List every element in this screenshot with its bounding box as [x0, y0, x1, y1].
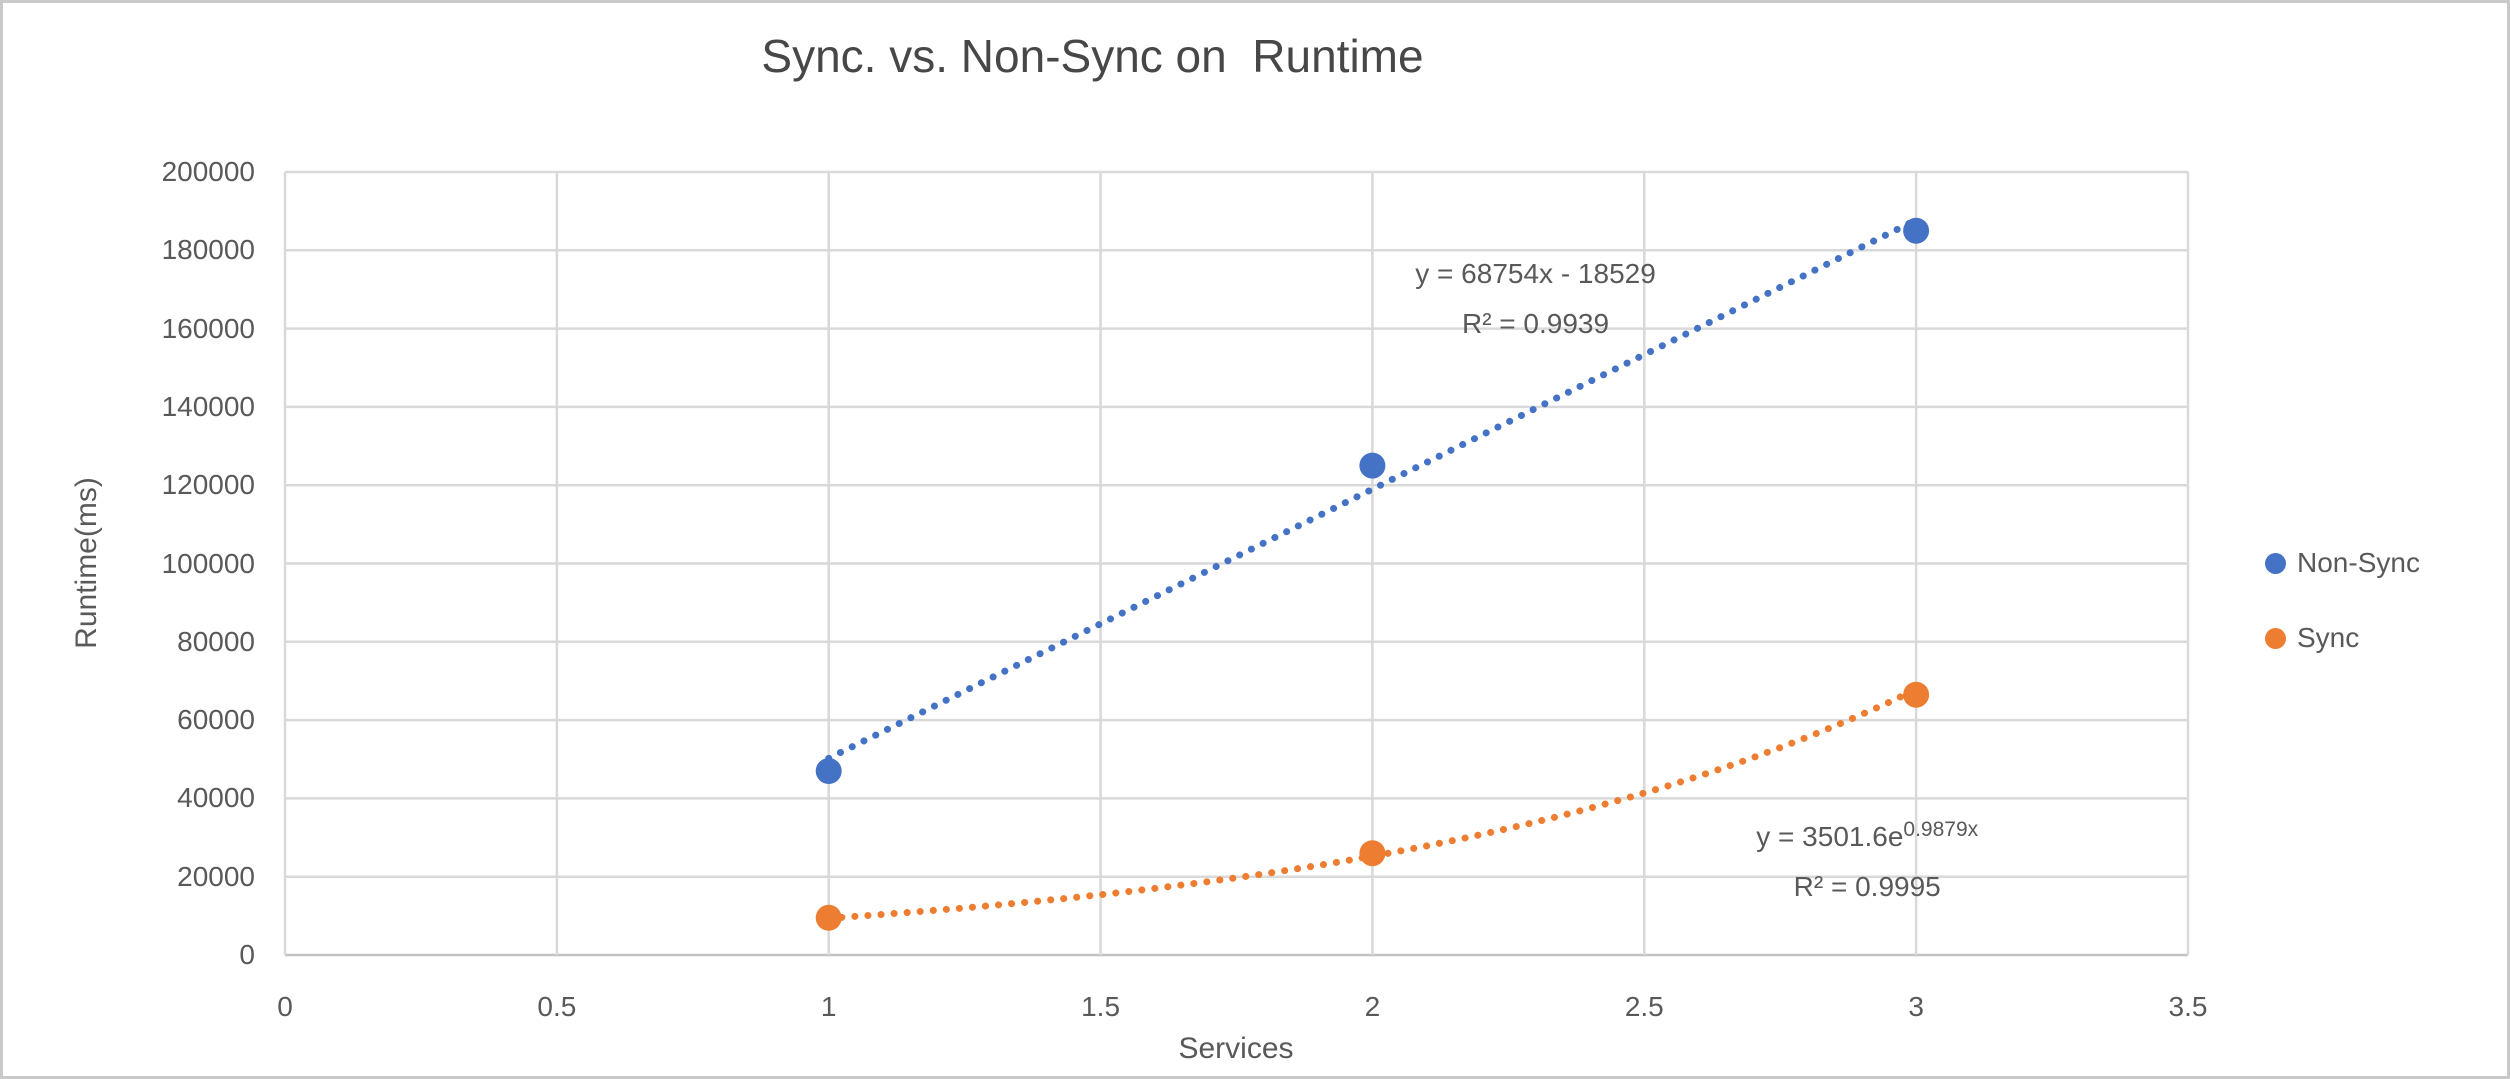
- x-tick-label: 2.5: [1624, 991, 1664, 1022]
- y-tick-label: 160000: [161, 312, 255, 344]
- legend-label: Non-Sync: [2297, 547, 2420, 578]
- data-point-sync-3[interactable]: [1903, 681, 1930, 708]
- data-point-non-sync-1[interactable]: [815, 758, 842, 784]
- x-tick-label: 3: [1908, 991, 1924, 1022]
- legend-marker-icon: [2265, 627, 2286, 649]
- x-tick-label: 0.5: [537, 991, 577, 1022]
- x-tick-label: 3.5: [2168, 991, 2208, 1022]
- x-tick-label: 2: [1364, 991, 1381, 1022]
- y-tick-label: 20000: [177, 860, 255, 892]
- x-axis-title: Services: [1178, 1032, 1294, 1065]
- data-point-non-sync-2[interactable]: [1359, 452, 1386, 479]
- trendline-equation-sync-base: y = 3501.6e: [1756, 820, 1904, 852]
- trendline-non-sync[interactable]: [825, 216, 1920, 762]
- y-tick-label: 40000: [177, 782, 255, 814]
- y-tick-label: 180000: [161, 234, 255, 266]
- data-point-sync-1[interactable]: [815, 904, 842, 931]
- x-tick-label: 1: [820, 991, 837, 1022]
- trendline-equation-sync: y = 3501.6e0.9879x: [1756, 805, 1978, 862]
- data-point-sync-2[interactable]: [1359, 840, 1386, 867]
- y-tick-label: 100000: [161, 547, 255, 579]
- legend-marker-icon: [2265, 552, 2286, 574]
- y-tick-label: 140000: [161, 390, 255, 422]
- plot-area: [283, 170, 2190, 957]
- y-axis-title: Runtime(ms): [70, 477, 103, 649]
- y-tick-label: 0: [239, 939, 255, 970]
- legend-label: Sync: [2297, 622, 2360, 653]
- legend-item-non-sync[interactable]: Non-Sync: [2265, 538, 2420, 588]
- x-tick-label: 0: [277, 991, 293, 1022]
- data-point-non-sync-3[interactable]: [1903, 217, 1930, 244]
- trendline-r2-sync: R² = 0.9995: [1793, 870, 1941, 902]
- trendline-label-sync: y = 3501.6e0.9879x R² = 0.9995: [1756, 805, 1978, 912]
- y-tick-label: 80000: [177, 625, 255, 657]
- trendline-r2-non-sync: R² = 0.9939: [1461, 307, 1610, 339]
- y-tick-label: 200000: [161, 156, 255, 187]
- y-tick-label: 60000: [177, 704, 255, 736]
- y-tick-label: 120000: [161, 469, 255, 501]
- trendline-equation-sync-exponent: 0.9879x: [1903, 817, 1979, 841]
- trendline-label-non-sync: y = 68754x - 18529 R² = 0.9939: [1415, 249, 1656, 349]
- chart-title: Sync. vs. Non-Sync on Runtime: [761, 30, 1424, 82]
- chart-legend: Non-Sync Sync: [2265, 538, 2420, 688]
- legend-item-sync[interactable]: Sync: [2265, 613, 2420, 663]
- x-tick-label: 1.5: [1081, 991, 1121, 1022]
- trendline-equation-non-sync: y = 68754x - 18529: [1415, 257, 1656, 289]
